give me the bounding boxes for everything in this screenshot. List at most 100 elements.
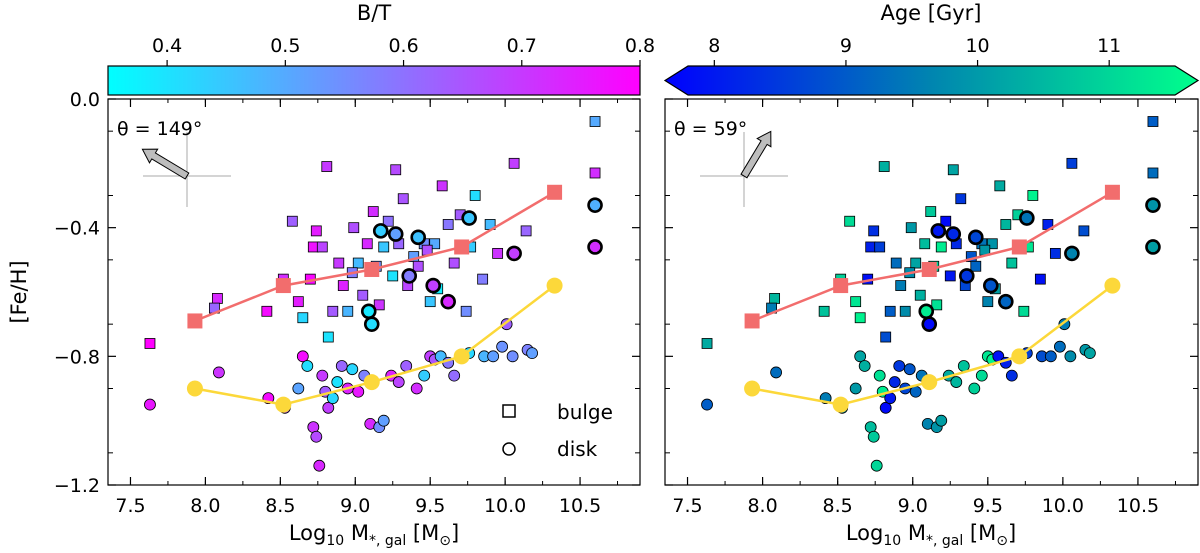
colorbar-left-tick-label: 0.7 bbox=[507, 35, 537, 57]
bulge-point bbox=[352, 257, 364, 269]
colorbar-right-label: Age [Gyr] bbox=[880, 1, 981, 25]
colorbar-right-tick-label: 10 bbox=[965, 35, 989, 57]
colorbar-left-label: B/T bbox=[357, 1, 391, 25]
bulge-point bbox=[448, 257, 460, 269]
left-xtick-label: 7.5 bbox=[115, 495, 145, 517]
disk-point bbox=[212, 366, 225, 379]
disk-point bbox=[903, 363, 916, 376]
bulge-point bbox=[310, 225, 322, 237]
bulge-point bbox=[1027, 190, 1039, 201]
left-xtick-label: 10.5 bbox=[559, 495, 601, 517]
disk-point bbox=[526, 347, 539, 360]
bulge-point bbox=[844, 215, 856, 227]
bulge-point bbox=[307, 241, 319, 253]
x-axis-label-right: Log10 M*, gal [M⊙] bbox=[846, 521, 1016, 549]
legend: bulge disk bbox=[502, 400, 613, 461]
bulge-point bbox=[1066, 157, 1078, 169]
right-xtick-label: 10.0 bbox=[1042, 495, 1084, 517]
bulge-point bbox=[357, 289, 369, 301]
disk-point bbox=[487, 350, 500, 363]
disk-point bbox=[310, 430, 323, 443]
bulge-median-point bbox=[187, 313, 203, 329]
bulge-point bbox=[884, 305, 896, 317]
disk-point-highlighted bbox=[1145, 239, 1161, 255]
bulge-point bbox=[970, 260, 982, 272]
disk-point-highlighted bbox=[410, 229, 427, 246]
x-axis-label-left: Log10 M*, gal [M⊙] bbox=[289, 521, 459, 549]
bulge-point bbox=[342, 305, 354, 317]
left-xtick-label: 9.0 bbox=[340, 495, 370, 517]
disk-median-point bbox=[275, 396, 292, 413]
bulge-point bbox=[436, 180, 448, 192]
disk-point-highlighted bbox=[945, 226, 962, 242]
disk-point-highlighted bbox=[372, 223, 389, 239]
disk-median-point bbox=[921, 374, 938, 391]
bulge-point bbox=[390, 164, 402, 176]
bulge-point bbox=[589, 116, 601, 127]
disk-point-highlighted bbox=[983, 277, 999, 294]
disk-point bbox=[331, 376, 344, 388]
disk-point bbox=[392, 376, 405, 388]
disk-point bbox=[346, 363, 359, 376]
bulge-point bbox=[925, 206, 937, 217]
disk-point-highlighted bbox=[363, 316, 380, 332]
bulge-point bbox=[442, 219, 454, 230]
disk-point bbox=[873, 369, 886, 382]
bulge-point bbox=[931, 299, 943, 311]
left-direction-arrow bbox=[141, 148, 190, 180]
disk-point bbox=[496, 340, 509, 353]
bulge-point bbox=[361, 238, 373, 250]
bulge-point bbox=[316, 241, 328, 253]
bulge-point bbox=[322, 331, 334, 343]
right-direction-arrow bbox=[740, 130, 772, 179]
bulge-point bbox=[868, 225, 880, 237]
disk-point bbox=[301, 360, 314, 372]
right-xtick-label: 7.5 bbox=[672, 495, 702, 517]
colorbar-right-tick-label: 9 bbox=[840, 35, 852, 57]
colorbar-right-bar bbox=[663, 65, 1200, 96]
bulge-point bbox=[874, 241, 886, 253]
bulge-point bbox=[378, 241, 390, 253]
ytick-label: 0.0 bbox=[70, 89, 100, 111]
disk-point bbox=[854, 350, 867, 363]
colorbar-right-tick-label: 11 bbox=[1097, 35, 1121, 57]
disk-median-point bbox=[186, 380, 203, 397]
disk-median-point bbox=[1104, 277, 1121, 294]
bulge-point bbox=[337, 280, 349, 291]
disk-point bbox=[418, 369, 431, 382]
disk-point bbox=[296, 350, 309, 363]
disk-point bbox=[893, 360, 906, 372]
disk-median-point bbox=[1011, 348, 1028, 365]
bulge-point bbox=[321, 161, 333, 172]
bulge-point bbox=[701, 338, 713, 349]
bulge-point bbox=[297, 312, 309, 324]
colorbar-right: 8 9 10 11 Age [Gyr] bbox=[663, 1, 1200, 96]
bulge-point bbox=[397, 193, 409, 205]
bulge-median-point bbox=[454, 239, 470, 255]
bulge-median-point bbox=[1104, 184, 1120, 200]
disk-point bbox=[770, 366, 783, 379]
colorbar-left-tick-label: 0.6 bbox=[388, 35, 418, 57]
bulge-median-point bbox=[833, 278, 849, 294]
colorbar-left-tick-label: 0.4 bbox=[152, 35, 182, 57]
disk-point bbox=[322, 401, 335, 414]
bulge-point bbox=[1006, 257, 1018, 269]
bulge-point bbox=[910, 257, 922, 269]
bulge-point bbox=[460, 305, 472, 317]
bulge-point bbox=[387, 270, 399, 282]
bulge-point bbox=[914, 289, 926, 301]
bulge-point bbox=[412, 260, 424, 272]
ytick-label: −1.2 bbox=[54, 475, 100, 497]
disk-point bbox=[506, 350, 519, 363]
disk-point bbox=[326, 392, 339, 405]
bulge-point bbox=[424, 296, 436, 308]
disk-point-highlighted bbox=[360, 303, 377, 320]
disk-point-highlighted bbox=[425, 277, 441, 294]
bulge-point bbox=[520, 225, 532, 237]
colorbar-left-tick-label: 0.8 bbox=[625, 35, 655, 57]
bulge-median-point bbox=[1011, 239, 1027, 255]
bulge-point bbox=[944, 270, 956, 282]
left-xtick-label: 8.5 bbox=[265, 495, 295, 517]
bulge-point bbox=[261, 305, 273, 317]
bulge-point bbox=[286, 215, 298, 227]
